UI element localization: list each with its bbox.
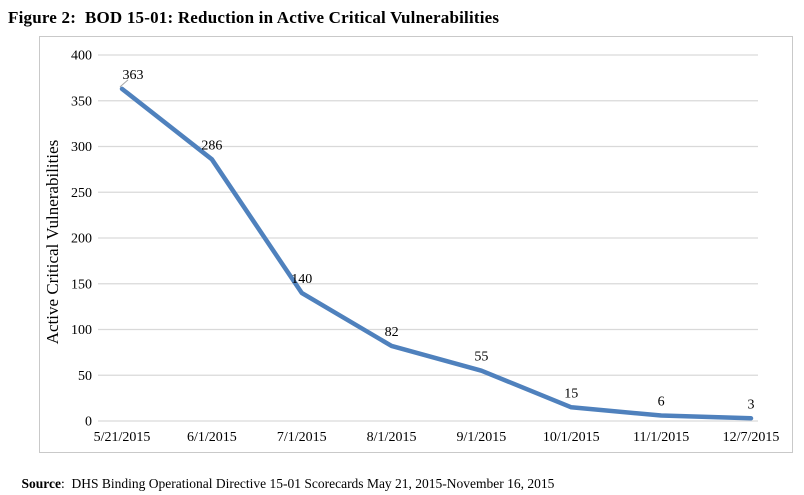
y-tick-label: 350: [71, 94, 92, 109]
line-chart: Active Critical Vulnerabilities 0 50 100 15…: [43, 49, 780, 445]
x-tick-label: 9/1/2015: [457, 430, 507, 445]
x-tick-label: 10/1/2015: [543, 430, 600, 445]
y-tick-label: 400: [71, 49, 92, 64]
x-tick-label: 8/1/2015: [367, 430, 417, 445]
data-label: 286: [201, 138, 222, 153]
y-tick-label: 50: [78, 369, 92, 384]
data-label: 55: [474, 350, 488, 365]
y-tick-label: 200: [71, 232, 92, 247]
data-label: 363: [123, 68, 144, 83]
data-label: 6: [658, 395, 665, 410]
y-tick-label: 100: [71, 323, 92, 338]
x-tick-label: 11/1/2015: [633, 430, 689, 445]
source-text: DHS Binding Operational Directive 15-01 …: [71, 476, 555, 491]
y-tick-label: 300: [71, 140, 92, 155]
data-label: 3: [748, 397, 755, 412]
x-tick-label: 12/7/2015: [723, 430, 780, 445]
y-tick-label: 150: [71, 277, 92, 292]
data-label: 82: [385, 325, 399, 340]
x-tick-label: 7/1/2015: [277, 430, 327, 445]
y-axis-title: Active Critical Vulnerabilities: [43, 140, 62, 345]
x-tick-label: 5/21/2015: [94, 430, 151, 445]
data-label: 140: [291, 272, 312, 287]
source-note: Source: DHS Binding Operational Directiv…: [8, 460, 555, 495]
data-label: 15: [564, 386, 578, 401]
data-series-line: [119, 86, 754, 421]
label-leader-line: [119, 79, 129, 88]
source-label: Source: [21, 476, 62, 491]
figure-title: Figure 2: BOD 15-01: Reduction in Active…: [8, 8, 500, 27]
x-tick-label: 6/1/2015: [187, 430, 237, 445]
y-tick-label: 250: [71, 186, 92, 201]
y-tick-label: 0: [85, 415, 92, 430]
chart-frame: Active Critical Vulnerabilities 0 50 100 15…: [39, 36, 793, 453]
source-separator: :: [61, 476, 72, 491]
